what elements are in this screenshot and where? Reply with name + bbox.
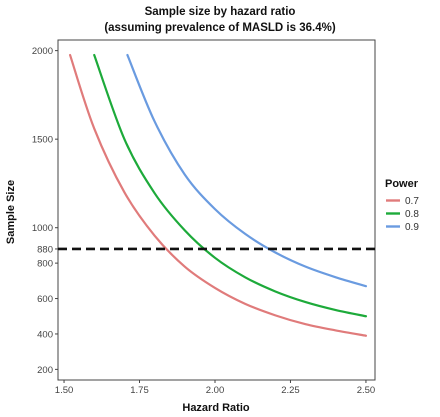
- series-layer: [68, 53, 368, 337]
- y-tick-label: 200: [37, 365, 53, 376]
- x-tick-label: 1.75: [130, 385, 149, 396]
- legend-label: 0.9: [405, 222, 419, 233]
- y-tick-label: 2000: [32, 46, 53, 57]
- y-tick-label: 1000: [32, 223, 53, 234]
- y-tick-label: 880: [37, 244, 53, 255]
- y-tick-label: 400: [37, 329, 53, 340]
- legend-label: 0.8: [405, 209, 419, 220]
- x-tick-label: 2.50: [357, 385, 376, 396]
- y-tick-label: 800: [37, 259, 53, 270]
- x-tick-label: 2.25: [281, 385, 300, 396]
- y-axis: 200 400 600 800 880 1000 1500 2000: [32, 46, 58, 376]
- series-line-power-0-9: [126, 53, 368, 288]
- legend-label: 0.7: [405, 196, 419, 207]
- series-line-power-0-7: [68, 53, 368, 337]
- series-line-power-0-8: [93, 53, 368, 318]
- x-axis: 1.50 1.75 2.00 2.25 2.50: [55, 380, 375, 396]
- legend-title: Power: [385, 178, 419, 190]
- y-tick-label: 1500: [32, 135, 53, 146]
- y-axis-title: Sample Size: [5, 180, 17, 244]
- x-tick-label: 1.50: [55, 385, 74, 396]
- chart-subtitle: (assuming prevalence of MASLD is 36.4%): [104, 22, 336, 34]
- chart-title: Sample size by hazard ratio: [145, 6, 296, 18]
- x-axis-title: Hazard Ratio: [182, 402, 250, 414]
- y-tick-label: 600: [37, 294, 53, 305]
- legend: Power 0.7 0.8 0.9: [385, 178, 419, 233]
- x-tick-label: 2.00: [206, 385, 225, 396]
